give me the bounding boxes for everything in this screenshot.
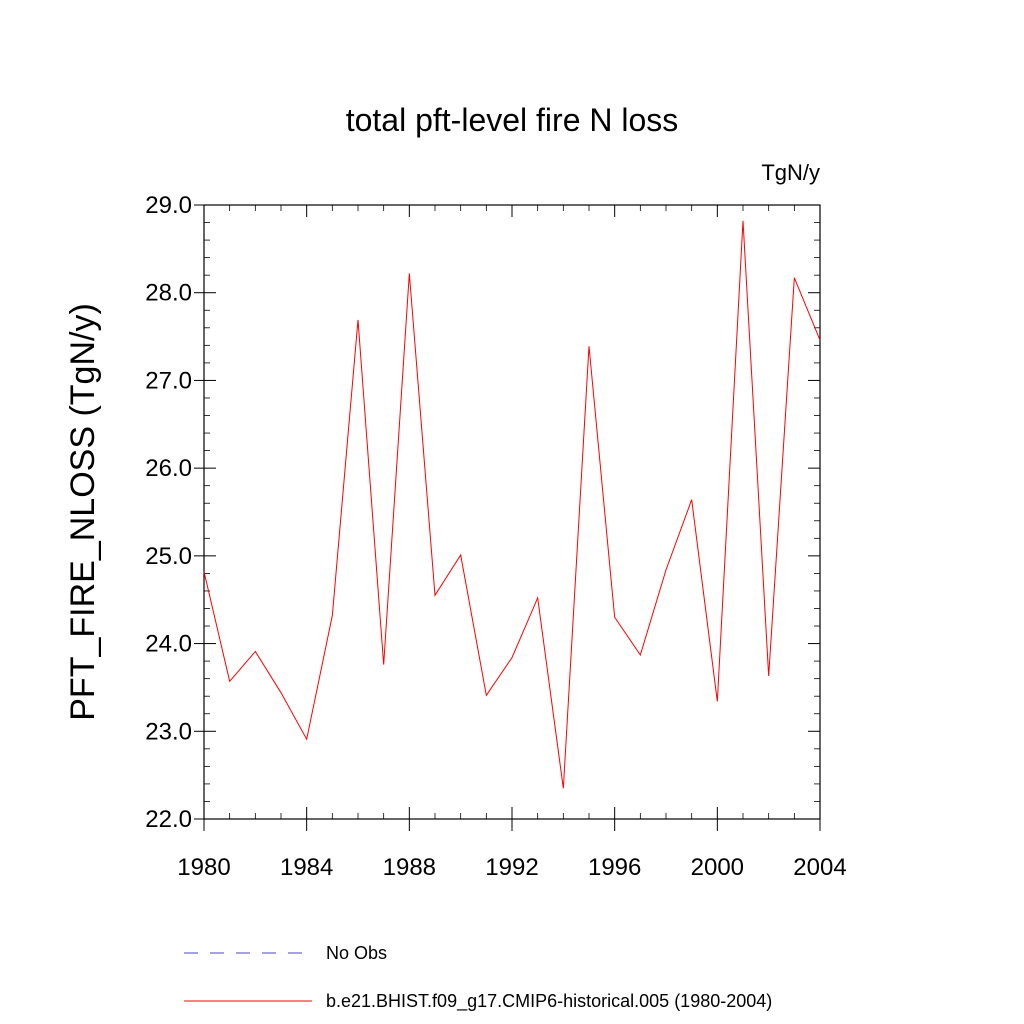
y-tick-label: 23.0 — [145, 718, 192, 745]
y-tick-label: 22.0 — [145, 806, 192, 833]
x-tick-label: 1996 — [588, 854, 641, 881]
x-tick-label: 2000 — [691, 854, 744, 881]
units-label: TgN/y — [761, 160, 820, 185]
y-tick-label: 27.0 — [145, 367, 192, 394]
tick-labels: 22.0 23.0 24.0 25.0 26.0 27.0 28.0 29.0 1980 1984… — [145, 192, 846, 881]
x-tick-label: 1988 — [383, 854, 436, 881]
y-tick-label: 29.0 — [145, 192, 192, 219]
x-tick-label: 1992 — [485, 854, 538, 881]
y-tick-label: 25.0 — [145, 543, 192, 570]
x-tick-label: 2004 — [793, 854, 846, 881]
y-axis-label: PFT_FIRE_NLOSS (TgN/y) — [64, 303, 102, 721]
legend-label-model: b.e21.BHIST.f09_g17.CMIP6-historical.005… — [326, 991, 772, 1012]
series-line-0 — [203, 220, 821, 789]
chart-title: total pft-level fire N loss — [346, 102, 679, 138]
y-tick-label: 28.0 — [145, 280, 192, 307]
plot-frame — [203, 204, 821, 820]
y-tick-label: 24.0 — [145, 631, 192, 658]
legend-label-no-obs: No Obs — [326, 943, 387, 963]
series-layer — [203, 220, 821, 789]
x-tick-label: 1984 — [280, 854, 333, 881]
y-tick-label: 26.0 — [145, 455, 192, 482]
legend: No Obs b.e21.BHIST.f09_g17.CMIP6-histori… — [184, 943, 772, 1012]
axis-ticks — [194, 204, 821, 831]
x-tick-label: 1980 — [177, 854, 230, 881]
